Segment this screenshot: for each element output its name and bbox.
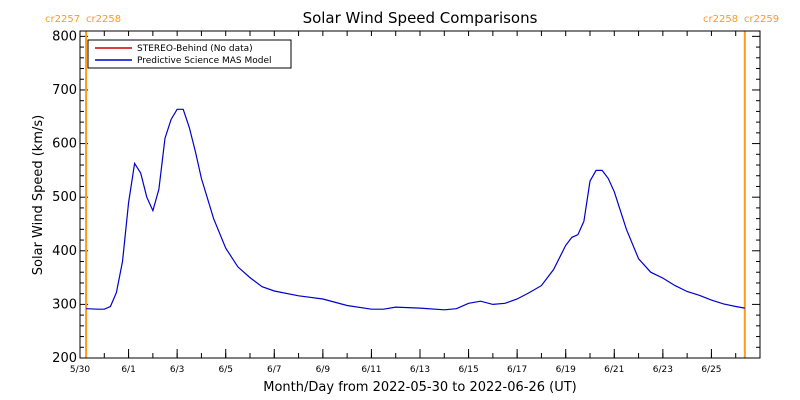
- y-axis-label: Solar Wind Speed (km/s): [31, 115, 46, 275]
- x-tick-label: 6/23: [653, 365, 673, 375]
- legend-label-model: Predictive Science MAS Model: [137, 56, 272, 66]
- y-tick-label: 600: [52, 137, 77, 152]
- y-tick-label: 400: [52, 244, 77, 259]
- series-lines: [86, 108, 745, 311]
- x-tick-label: 6/5: [218, 365, 232, 375]
- x-tick-label: 6/15: [458, 365, 478, 375]
- plot-frame: [79, 30, 761, 359]
- carrington-markers: [85, 31, 746, 358]
- carrington-label-right-1: cr2258: [703, 14, 738, 25]
- x-tick-label: 6/21: [604, 365, 624, 375]
- carrington-label-left-1: cr2257: [45, 14, 80, 25]
- y-tick-label: 700: [52, 83, 77, 98]
- x-tick-label: 5/30: [70, 365, 90, 375]
- carrington-label-left-2: cr2258: [86, 14, 121, 25]
- legend: STEREO-Behind (No data) Predictive Scien…: [87, 39, 292, 69]
- x-tick-label: 6/1: [121, 365, 135, 375]
- carrington-label-right-2: cr2259: [744, 14, 779, 25]
- axis-ticks: 200 300 400 500 600 700 800 5/30 6/1 6/3 6/5 6/7 6/9…: [52, 29, 761, 375]
- x-tick-label: 6/3: [170, 365, 184, 375]
- x-tick-label: 6/13: [410, 365, 430, 375]
- x-axis-label: Month/Day from 2022-05-30 to 2022-06-26 …: [263, 380, 576, 395]
- y-tick-label: 200: [52, 351, 77, 366]
- x-tick-label: 6/25: [701, 365, 721, 375]
- legend-box: [87, 39, 292, 69]
- x-tick-label: 6/11: [361, 365, 381, 375]
- series-line-mas-model: [86, 108, 745, 311]
- y-tick-label: 800: [52, 29, 77, 44]
- x-tick-label: 6/7: [267, 365, 281, 375]
- y-tick-label: 300: [52, 297, 77, 312]
- chart-title: Solar Wind Speed Comparisons: [303, 9, 538, 27]
- x-tick-label: 6/9: [316, 365, 331, 375]
- x-tick-label: 6/19: [556, 365, 576, 375]
- x-tick-label: 6/17: [507, 365, 527, 375]
- legend-label-stereo: STEREO-Behind (No data): [137, 44, 253, 54]
- y-tick-label: 500: [52, 190, 77, 205]
